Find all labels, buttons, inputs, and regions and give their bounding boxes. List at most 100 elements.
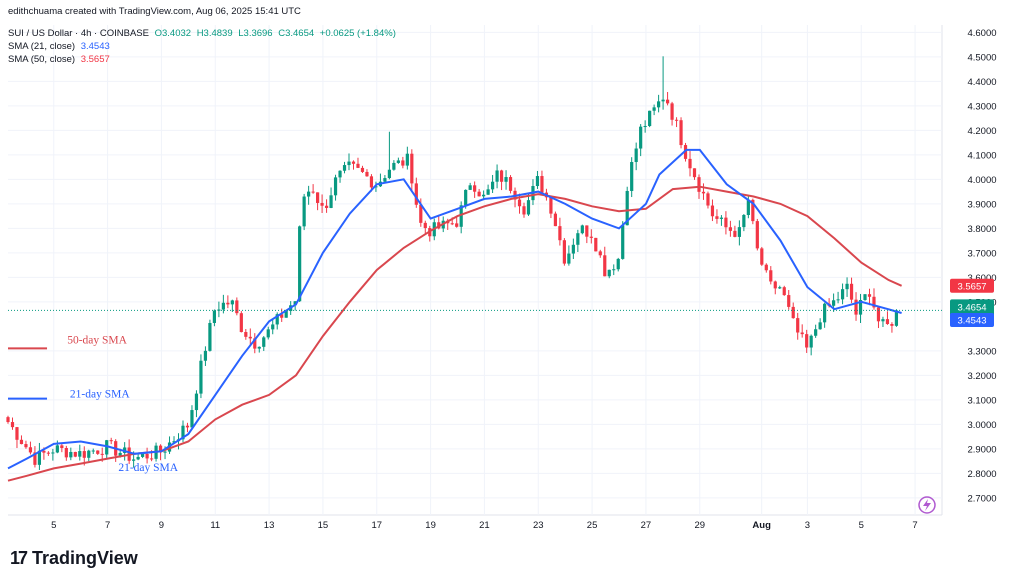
candle-body [733, 230, 737, 237]
candle-body [91, 450, 95, 452]
sma21-label: SMA (21, close) [8, 41, 76, 52]
candle-body [719, 217, 724, 219]
sma21-line [7, 148, 902, 470]
tradingview-logo[interactable]: 17 TradingView [10, 548, 138, 569]
candle-body [657, 101, 661, 108]
candle-body [100, 453, 104, 455]
legend-line-sma50[interactable]: SMA (50, close) 3.5657 [8, 54, 113, 65]
y-tick-label: 4.6000 [967, 28, 996, 39]
sma21-tag-bg [950, 313, 994, 328]
candle-body [266, 329, 270, 338]
candle-body [414, 183, 418, 205]
candle-body [311, 191, 315, 193]
candle-body [603, 255, 607, 277]
candle-body [576, 233, 580, 245]
candle-body [105, 440, 109, 455]
candle-body [809, 335, 813, 348]
candle-body [33, 452, 37, 465]
sma50-tag-bg [950, 278, 994, 293]
y-tick-label: 4.0000 [967, 175, 996, 186]
candle-body [360, 167, 365, 172]
annotation-label: 21-day SMA [70, 388, 130, 400]
candle-body [401, 160, 405, 166]
candle-body [751, 199, 755, 222]
legend-line-sma21[interactable]: SMA (21, close) 3.4543 [8, 41, 113, 52]
candle-body [19, 439, 24, 445]
y-tick-label: 3.6000 [967, 273, 996, 284]
candle-body [648, 110, 652, 127]
candle-body [96, 450, 100, 454]
candle-body [194, 393, 199, 411]
candle-body [333, 177, 338, 196]
candle-body [365, 171, 369, 177]
candle-body [141, 453, 145, 457]
x-tick-label: 17 [371, 520, 382, 531]
candle-body [639, 126, 643, 149]
candle-body [82, 451, 86, 458]
y-tick-label: 3.7000 [967, 248, 996, 259]
candle-body [60, 445, 64, 449]
candle-body [351, 161, 356, 164]
candle-body [634, 148, 638, 163]
candle-body [746, 199, 750, 215]
candle-body [832, 300, 836, 306]
symbol-label: SUI / US Dollar · 4h · COINBASE [8, 28, 149, 39]
candle-body [836, 299, 840, 301]
candle-body [665, 99, 670, 104]
candle-body [876, 307, 881, 322]
candle-body [10, 422, 15, 428]
candle-body [24, 444, 28, 448]
candle-body [823, 303, 827, 323]
candle-body [791, 306, 795, 319]
candle-body [737, 227, 741, 237]
y-tick-label: 4.1000 [967, 150, 996, 161]
candle-body [51, 452, 55, 454]
candle-body [253, 338, 257, 349]
candle-body [652, 107, 656, 111]
candle-body [396, 160, 400, 163]
candle-body [405, 153, 409, 166]
candle-body [872, 296, 876, 308]
candle-body [845, 283, 849, 290]
candle-body [549, 197, 553, 214]
candle-body [881, 319, 885, 322]
candle-body [293, 301, 297, 306]
candle-body [612, 269, 616, 271]
candle-body [854, 299, 858, 315]
candle-body [172, 441, 176, 443]
candle-body [307, 191, 311, 197]
legend-line-main: SUI / US Dollar · 4h · COINBASE O3.4032 … [8, 28, 399, 39]
candle-body [185, 425, 190, 428]
candle-body [562, 240, 566, 264]
candle-body [163, 451, 167, 453]
candle-body [158, 445, 163, 453]
candle-body [598, 251, 602, 256]
candle-body [594, 237, 598, 252]
ohlc-open: O3.4032 [154, 28, 192, 39]
y-tick-label: 2.8000 [967, 469, 996, 480]
y-tick-label: 4.5000 [967, 52, 996, 63]
candle-body [226, 302, 230, 305]
candle-body [621, 225, 625, 259]
candle-body [109, 440, 113, 442]
sma50-value: 3.5657 [80, 54, 110, 65]
candle-body [275, 314, 279, 325]
y-tick-label: 4.2000 [967, 126, 996, 137]
candle-body [257, 346, 261, 349]
candle-body [280, 314, 284, 318]
candle-body [190, 410, 194, 428]
candle-body [517, 199, 522, 207]
candle-body [697, 177, 701, 192]
ohlc-high: H3.4839 [196, 28, 233, 39]
y-tick-label: 2.7000 [967, 493, 996, 504]
candle-body [464, 189, 468, 206]
candle-body [867, 294, 872, 297]
sma50-tag-label: 3.5657 [957, 281, 986, 292]
last-price-tag-label: 3.4654 [957, 302, 986, 313]
candle-body [392, 162, 396, 170]
candle-body [670, 103, 674, 120]
candle-body [701, 191, 706, 194]
candle-body [760, 248, 764, 265]
replay-icon[interactable] [918, 496, 936, 514]
